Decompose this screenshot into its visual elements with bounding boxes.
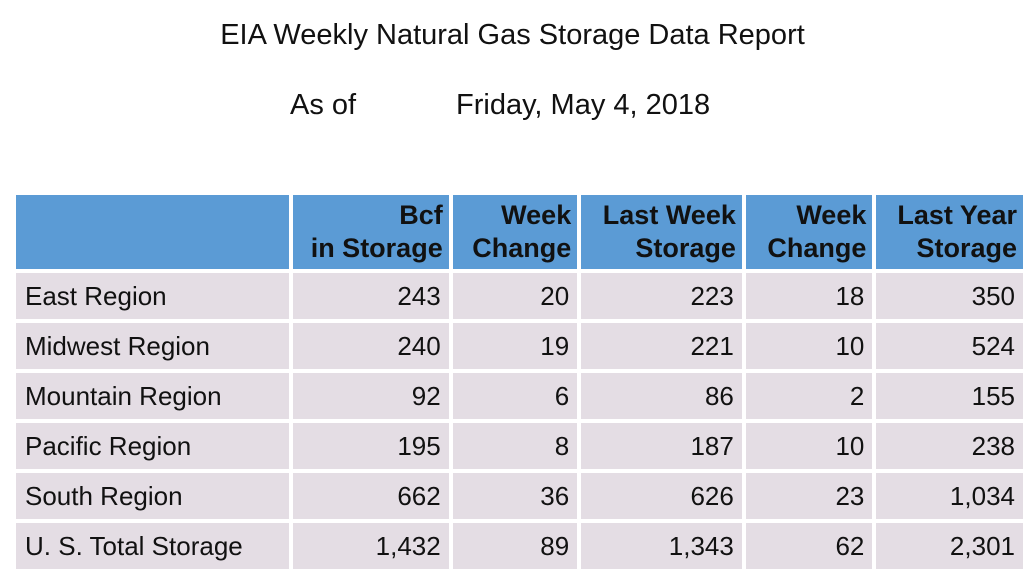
as-of-label: As of <box>290 89 357 121</box>
table-row: Mountain Region 92 6 86 2 155 <box>16 373 1023 419</box>
week-change-cell: 6 <box>452 373 578 419</box>
header-line: Bcf <box>399 200 443 230</box>
header-line: Week <box>796 200 867 230</box>
week-change-cell: 23 <box>745 473 873 519</box>
last-week-storage-cell: 223 <box>581 273 742 319</box>
as-of-date: Friday, May 4, 2018 <box>456 89 711 121</box>
region-name: East Region <box>16 273 290 319</box>
week-change-cell: 10 <box>745 323 873 369</box>
region-name: Midwest Region <box>16 323 290 369</box>
header-last-week-storage: Last Week Storage <box>581 195 742 269</box>
last-year-storage-cell: 524 <box>876 323 1023 369</box>
bcf-in-storage-cell: 240 <box>293 323 449 369</box>
header-line: Storage <box>916 233 1017 263</box>
last-year-storage-cell: 238 <box>876 423 1023 469</box>
table-row: South Region 662 36 626 23 1,034 <box>16 473 1023 519</box>
table-row: Midwest Region 240 19 221 10 524 <box>16 323 1023 369</box>
bcf-in-storage-cell: 92 <box>293 373 449 419</box>
last-year-storage-cell: 2,301 <box>876 523 1023 569</box>
as-of-row: As of Friday, May 4, 2018 <box>0 88 1025 122</box>
header-region <box>16 195 290 269</box>
week-change-cell: 62 <box>745 523 873 569</box>
header-week-change-2: Week Change <box>745 195 873 269</box>
region-name: South Region <box>16 473 290 519</box>
week-change-cell: 8 <box>452 423 578 469</box>
header-line: Storage <box>635 233 736 263</box>
header-line: Last Week <box>602 200 736 230</box>
week-change-cell: 36 <box>452 473 578 519</box>
week-change-cell: 2 <box>745 373 873 419</box>
week-change-cell: 19 <box>452 323 578 369</box>
header-line: in Storage <box>310 233 443 263</box>
week-change-cell: 20 <box>452 273 578 319</box>
table-row: East Region 243 20 223 18 350 <box>16 273 1023 319</box>
bcf-in-storage-cell: 243 <box>293 273 449 319</box>
last-week-storage-cell: 221 <box>581 323 742 369</box>
last-year-storage-cell: 350 <box>876 273 1023 319</box>
header-bcf-in-storage: Bcf in Storage <box>293 195 449 269</box>
last-week-storage-cell: 626 <box>581 473 742 519</box>
week-change-cell: 18 <box>745 273 873 319</box>
header-line: Week <box>501 200 572 230</box>
last-week-storage-cell: 86 <box>581 373 742 419</box>
bcf-in-storage-cell: 195 <box>293 423 449 469</box>
region-name: Mountain Region <box>16 373 290 419</box>
last-week-storage-cell: 1,343 <box>581 523 742 569</box>
header-line: Last Year <box>897 200 1017 230</box>
week-change-cell: 10 <box>745 423 873 469</box>
storage-table-container: Bcf in Storage Week Change Last Week Sto… <box>16 195 1025 569</box>
region-name: Pacific Region <box>16 423 290 469</box>
report-title: EIA Weekly Natural Gas Storage Data Repo… <box>220 19 805 51</box>
header-last-year-storage: Last Year Storage <box>876 195 1023 269</box>
table-row: Pacific Region 195 8 187 10 238 <box>16 423 1023 469</box>
region-name: U. S. Total Storage <box>16 523 290 569</box>
week-change-cell: 89 <box>452 523 578 569</box>
bcf-in-storage-cell: 662 <box>293 473 449 519</box>
header-line: Change <box>767 233 867 263</box>
header-week-change: Week Change <box>452 195 578 269</box>
table-header-row: Bcf in Storage Week Change Last Week Sto… <box>16 195 1023 269</box>
header-line: Change <box>472 233 572 263</box>
last-year-storage-cell: 155 <box>876 373 1023 419</box>
table-row-total: U. S. Total Storage 1,432 89 1,343 62 2,… <box>16 523 1023 569</box>
storage-table: Bcf in Storage Week Change Last Week Sto… <box>12 191 1025 573</box>
bcf-in-storage-cell: 1,432 <box>293 523 449 569</box>
last-year-storage-cell: 1,034 <box>876 473 1023 519</box>
last-week-storage-cell: 187 <box>581 423 742 469</box>
